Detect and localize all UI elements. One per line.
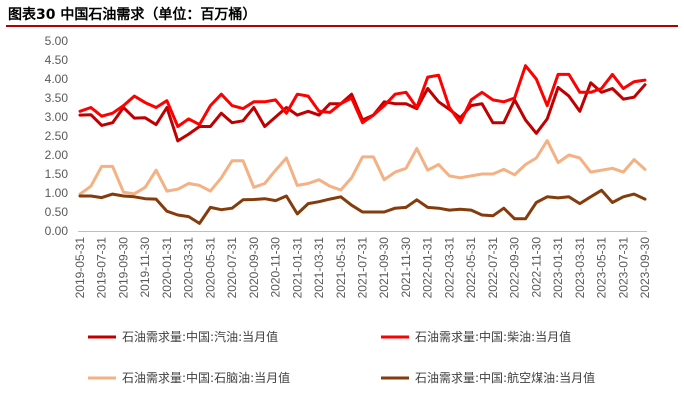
legend-label: 石油需求量:中国:航空煤油:当月值: [415, 370, 595, 385]
x-tick-label: 2023-05-31: [595, 237, 609, 299]
y-tick-label: 1.00: [45, 186, 69, 200]
x-tick-label: 2020-07-31: [225, 237, 239, 299]
y-tick-label: 2.00: [45, 148, 69, 162]
x-tick-label: 2019-09-30: [116, 237, 130, 299]
y-tick-label: 4.00: [45, 72, 69, 86]
x-tick-label: 2019-05-31: [73, 237, 87, 299]
y-tick-label: 5.00: [45, 34, 69, 48]
y-tick-label: 3.00: [45, 110, 69, 124]
x-tick-label: 2022-05-31: [464, 237, 478, 299]
x-tick-label: 2023-03-31: [573, 237, 587, 299]
y-tick-label: 0.00: [45, 224, 69, 238]
x-tick-label: 2019-07-31: [95, 237, 109, 299]
x-tick-label: 2023-09-30: [638, 237, 652, 299]
title-underline: [6, 25, 678, 27]
x-tick-label: 2021-05-31: [334, 237, 348, 299]
series-line: [78, 188, 647, 225]
x-tick-label: 2019-11-30: [138, 237, 152, 298]
x-tick-label: 2023-01-31: [551, 237, 565, 299]
x-tick-label: 2021-11-30: [399, 237, 413, 298]
legend-label: 石油需求量:中国:汽油:当月值: [122, 329, 278, 344]
series-line: [78, 64, 647, 128]
x-tick-label: 2021-03-31: [312, 237, 326, 299]
x-tick-label: 2022-07-31: [486, 237, 500, 299]
legend-label: 石油需求量:中国:柴油:当月值: [415, 329, 571, 344]
y-tick-label: 2.50: [45, 129, 69, 143]
x-tick-label: 2020-11-30: [269, 237, 283, 298]
x-tick-label: 2020-03-31: [182, 237, 196, 299]
series-lines: [78, 64, 647, 225]
x-tick-label: 2021-01-31: [290, 237, 304, 299]
x-tick-label: 2023-07-31: [616, 237, 630, 299]
series-line: [78, 139, 647, 196]
y-tick-label: 1.50: [45, 167, 69, 181]
x-tick-label: 2022-11-30: [529, 237, 543, 298]
x-tick-label: 2022-09-30: [508, 237, 522, 299]
y-axis: 0.00 0.50 1.00 1.50 2.00 2.50 3.00 3.50 4.00 4.50…: [45, 34, 69, 238]
x-tick-label: 2022-03-31: [442, 237, 456, 299]
legend-label: 石油需求量:中国:石脑油:当月值: [122, 370, 290, 385]
legend: 石油需求量:中国:汽油:当月值 石油需求量:中国:柴油:当月值石油需求量:中国:石…: [88, 329, 595, 385]
series-line: [78, 81, 647, 143]
chart-title: 图表30 中国石油需求（单位：百万桶）: [8, 7, 257, 23]
x-tick-label: 2021-09-30: [377, 237, 391, 299]
x-tick-label: 2022-01-31: [421, 237, 435, 299]
x-tick-label: 2020-05-31: [203, 237, 217, 299]
y-tick-label: 3.50: [45, 91, 69, 105]
y-tick-label: 4.50: [45, 53, 69, 67]
x-tick-label: 2020-09-30: [247, 237, 261, 299]
x-axis: 2019-05-31 2019-07-31 2019-09-30 2019-11-30…: [73, 231, 652, 299]
x-tick-label: 2021-07-31: [356, 237, 370, 299]
x-tick-label: 2020-01-31: [160, 237, 174, 299]
y-tick-label: 0.50: [45, 205, 69, 219]
